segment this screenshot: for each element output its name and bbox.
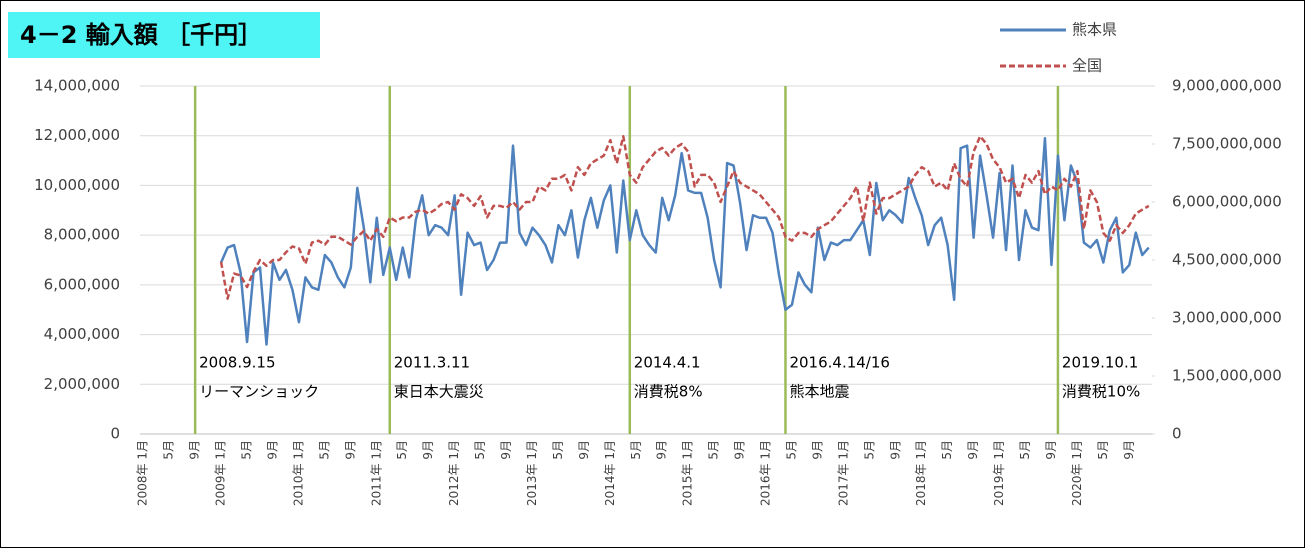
x-tick-label: 2010年 1月	[291, 440, 305, 506]
chart-title: 4－2 輸入額 ［千円］	[20, 21, 262, 49]
x-tick-label: 2017年 1月	[836, 440, 850, 506]
x-tick-label: 2008年 1月	[136, 440, 150, 506]
event-label: 消費税10%	[1062, 383, 1140, 401]
y2-tick-label: 9,000,000,000	[1172, 77, 1282, 95]
x-tick-label: 2011年 1月	[369, 440, 383, 506]
y-tick-label: 2,000,000	[44, 375, 120, 393]
x-tick-label: 9月	[655, 440, 669, 460]
event-date: 2016.4.14/16	[789, 354, 889, 372]
x-tick-label: 5月	[395, 440, 409, 460]
x-tick-label: 5月	[473, 440, 487, 460]
y2-tick-label: 3,000,000,000	[1172, 309, 1282, 327]
y2-tick-label: 0	[1172, 425, 1182, 443]
event-label: リーマンショック	[199, 383, 319, 401]
x-tick-label: 9月	[733, 440, 747, 460]
event-label: 消費税8%	[634, 383, 703, 401]
y-tick-label: 6,000,000	[44, 275, 120, 293]
x-tick-label: 5月	[551, 440, 565, 460]
y-tick-label: 0	[110, 425, 120, 443]
y2-tick-label: 6,000,000,000	[1172, 193, 1282, 211]
x-tick-label: 5月	[862, 440, 876, 460]
x-tick-label: 2016年 1月	[759, 440, 773, 506]
legend-label: 全国	[1072, 57, 1102, 75]
x-tick-label: 9月	[188, 440, 202, 460]
x-tick-label: 2015年 1月	[681, 440, 695, 506]
y-tick-label: 4,000,000	[44, 325, 120, 343]
x-tick-label: 2012年 1月	[447, 440, 461, 506]
x-tick-label: 2020年 1月	[1070, 440, 1084, 506]
x-tick-label: 2013年 1月	[525, 440, 539, 506]
x-tick-label: 2009年 1月	[214, 440, 228, 506]
y2-tick-label: 4,500,000,000	[1172, 251, 1282, 269]
x-tick-label: 9月	[1122, 440, 1136, 460]
x-tick-label: 5月	[317, 440, 331, 460]
event-label: 熊本地震	[789, 383, 849, 401]
x-tick-label: 5月	[162, 440, 176, 460]
y-tick-label: 8,000,000	[44, 226, 120, 244]
x-tick-label: 5月	[240, 440, 254, 460]
x-tick-label: 5月	[707, 440, 721, 460]
event-date: 2011.3.11	[394, 354, 470, 372]
series-line	[219, 135, 1150, 300]
x-tick-label: 5月	[784, 440, 798, 460]
x-tick-label: 2018年 1月	[914, 440, 928, 506]
y2-tick-label: 7,500,000,000	[1172, 135, 1282, 153]
event-date: 2008.9.15	[199, 354, 275, 372]
y-tick-label: 14,000,000	[34, 77, 120, 95]
x-tick-label: 9月	[577, 440, 591, 460]
x-tick-label: 9月	[499, 440, 513, 460]
event-label: 東日本大震災	[394, 383, 484, 401]
legend-label: 熊本県	[1072, 21, 1117, 39]
y-tick-label: 12,000,000	[34, 126, 120, 144]
x-tick-label: 9月	[1044, 440, 1058, 460]
x-tick-label: 5月	[940, 440, 954, 460]
event-date: 2019.10.1	[1062, 354, 1138, 372]
x-tick-label: 9月	[888, 440, 902, 460]
x-tick-label: 2019年 1月	[992, 440, 1006, 506]
x-tick-label: 9月	[810, 440, 824, 460]
x-tick-label: 9月	[265, 440, 279, 460]
event-date: 2014.4.1	[634, 354, 701, 372]
y2-tick-label: 1,500,000,000	[1172, 367, 1282, 385]
x-tick-label: 9月	[421, 440, 435, 460]
x-tick-label: 9月	[343, 440, 357, 460]
x-tick-label: 5月	[1018, 440, 1032, 460]
title-box	[8, 12, 320, 58]
x-tick-label: 2014年 1月	[603, 440, 617, 506]
x-tick-label: 5月	[1096, 440, 1110, 460]
x-tick-label: 5月	[629, 440, 643, 460]
x-tick-label: 9月	[966, 440, 980, 460]
y-tick-label: 10,000,000	[34, 176, 120, 194]
